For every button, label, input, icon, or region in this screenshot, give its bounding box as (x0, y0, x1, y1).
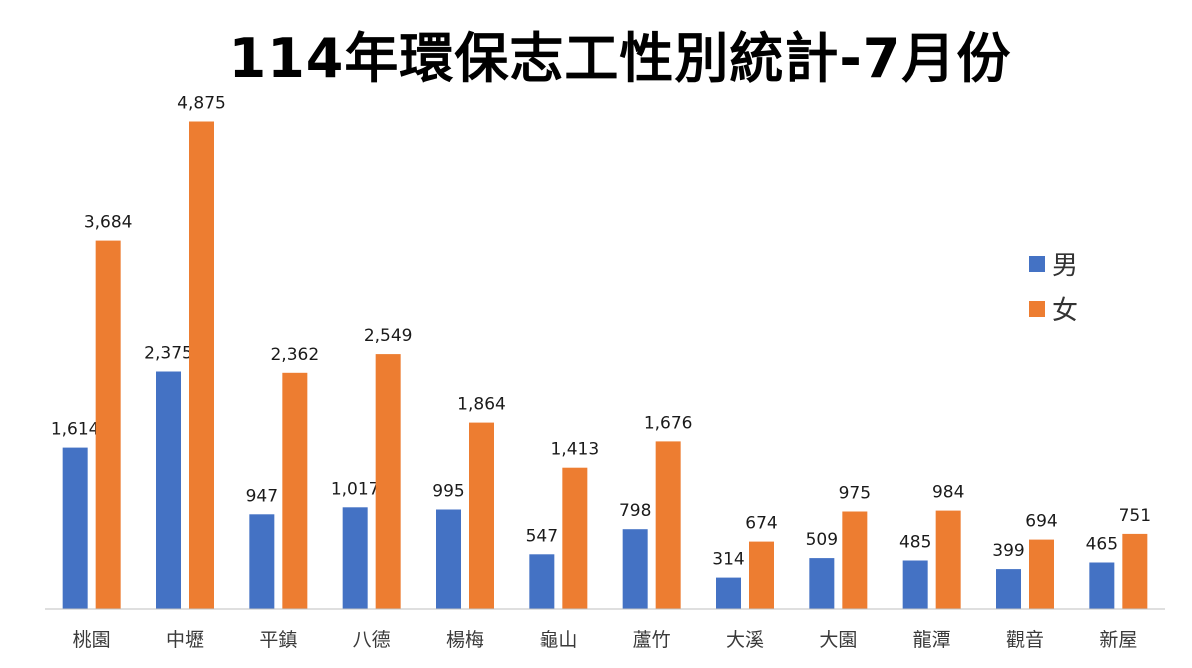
bar-male (809, 558, 835, 609)
x-tick-label: 大溪 (726, 629, 764, 651)
data-label: 547 (526, 526, 558, 546)
x-tick-label: 中壢 (166, 629, 204, 651)
bar-male (1089, 562, 1115, 609)
data-label: 2,549 (364, 326, 413, 346)
data-label: 674 (745, 514, 777, 534)
x-tick-label: 蘆竹 (633, 629, 671, 651)
data-label: 751 (1119, 506, 1151, 526)
data-label: 798 (619, 501, 651, 521)
bar-female (469, 422, 494, 609)
data-label: 975 (839, 484, 871, 504)
bar-female (282, 372, 308, 609)
data-label: 3,684 (84, 213, 133, 233)
data-label: 485 (899, 533, 931, 553)
x-tick-label: 八德 (353, 629, 391, 651)
data-label: 984 (932, 483, 964, 503)
bar-female (935, 510, 961, 609)
x-tick-label: 桃園 (73, 629, 111, 651)
bar-female (1122, 533, 1148, 609)
data-label: 509 (806, 530, 838, 550)
data-label: 2,362 (270, 345, 319, 365)
data-label: 314 (712, 550, 744, 570)
bar-male (996, 569, 1021, 609)
data-label: 2,375 (144, 344, 193, 364)
bar-male (156, 371, 181, 609)
legend-swatch (1029, 256, 1045, 272)
data-label: 1,676 (644, 413, 693, 433)
x-tick-label: 楊梅 (446, 629, 484, 651)
data-label: 1,413 (550, 440, 599, 460)
bar-female (562, 467, 588, 609)
x-tick-label: 龍潭 (913, 629, 951, 651)
bar-female (375, 354, 401, 609)
bar-male (716, 577, 741, 609)
x-tick-label: 平鎮 (259, 629, 297, 651)
data-label: 1,614 (51, 420, 100, 440)
data-label: 947 (246, 486, 278, 506)
data-label: 1,017 (331, 479, 380, 499)
bar-male (62, 447, 88, 609)
x-tick-label: 大園 (819, 629, 857, 651)
bar-female (189, 121, 214, 609)
bar-female (842, 511, 868, 609)
legend-label: 男 (1052, 251, 1078, 281)
x-tick-label: 龜山 (539, 629, 577, 651)
x-tick-label: 新屋 (1099, 629, 1137, 651)
bar-male (249, 514, 275, 609)
bar-male (622, 529, 648, 609)
bar-male (902, 560, 928, 609)
bar-male (436, 509, 461, 609)
data-label: 399 (992, 541, 1024, 561)
bar-female (1029, 539, 1054, 609)
data-label: 694 (1025, 512, 1057, 532)
bar-male (529, 554, 555, 609)
bar-female (749, 541, 774, 609)
bar-female (95, 240, 121, 609)
x-tick-label: 觀音 (1006, 629, 1044, 651)
legend-swatch (1029, 301, 1045, 317)
data-label: 465 (1086, 535, 1118, 555)
data-label: 995 (432, 482, 464, 502)
data-label: 1,864 (457, 395, 506, 415)
legend-label: 女 (1052, 296, 1078, 326)
bar-female (655, 441, 681, 609)
data-label: 4,875 (177, 94, 226, 114)
bar-male (342, 507, 368, 609)
chart-title: 114年環保志工性別統計-7月份 (228, 27, 1012, 90)
